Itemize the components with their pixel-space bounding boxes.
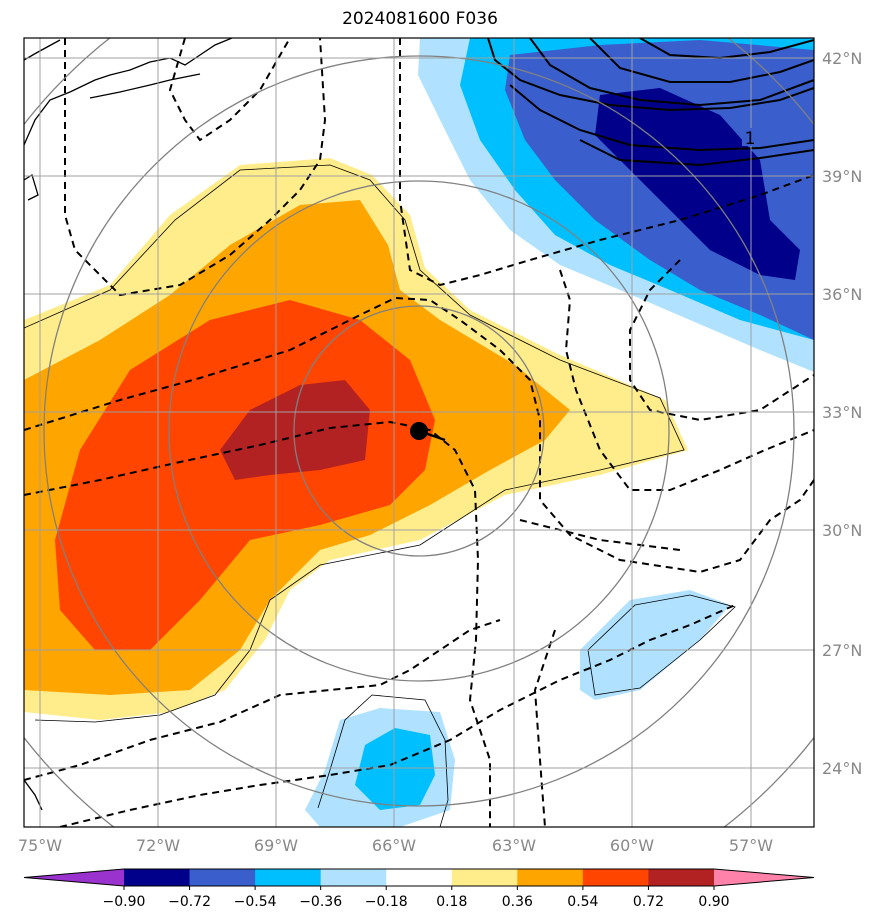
map-title: 2024081600 F036 (342, 9, 498, 29)
colorbar-segment (255, 869, 322, 886)
map-frame (23, 37, 815, 828)
lat-label: 27°N (822, 641, 862, 660)
colorbar-segment (386, 869, 453, 886)
thin-contour-cold (587, 594, 736, 696)
colorbar-segment (451, 869, 518, 886)
anomaly-fill-neg-0.36-c (355, 728, 435, 810)
colorbar-tick-label: −0.36 (299, 894, 342, 910)
thin-contour-warm (24, 164, 685, 723)
storm-center-marker (410, 422, 428, 440)
coastline (24, 38, 233, 811)
solid-contours (487, 38, 814, 167)
colorbar-tick-label: 0.18 (436, 894, 467, 910)
lon-label: 72°W (136, 836, 180, 855)
colorbar-segment (648, 869, 715, 886)
anomaly-fill-neg-0.18-b (580, 590, 730, 700)
lon-label: 75°W (18, 836, 62, 855)
colorbar: −0.90 −0.72 −0.54 −0.36 −0.18 0.18 0.36 0.54 0.7… (23, 868, 815, 910)
lat-label: 33°N (822, 403, 862, 422)
contour-label: 1 (745, 129, 756, 149)
colorbar-extend-low (24, 869, 124, 886)
lat-axis-labels: 42°N 39°N 36°N 33°N 30°N 27°N 24°N (822, 49, 862, 778)
lon-axis-labels: 75°W 72°W 69°W 66°W 63°W 60°W 57°W (18, 836, 773, 855)
graticule (24, 38, 814, 827)
colorbar-extend-high (714, 869, 814, 886)
colorbar-tick-label: −0.54 (234, 894, 277, 910)
colorbar-segment (124, 869, 191, 886)
colorbar-tick-label: 0.36 (502, 894, 533, 910)
colorbar-segment (582, 869, 649, 886)
lat-label: 42°N (822, 49, 862, 68)
lon-label: 66°W (372, 836, 416, 855)
colorbar-segment (320, 869, 387, 886)
anomaly-fill-neg-0.72 (595, 88, 800, 280)
lon-label: 60°W (610, 836, 654, 855)
colorbar-tick-label: 0.72 (633, 894, 664, 910)
colorbar-tick-label: −0.72 (168, 894, 211, 910)
anomaly-fill-0.72 (220, 380, 370, 480)
lat-label: 24°N (822, 759, 862, 778)
thin-contour-cold-b (317, 694, 449, 827)
colorbar-tick-label: 0.90 (698, 894, 729, 910)
colorbar-segment (517, 869, 584, 886)
lat-label: 36°N (822, 285, 862, 304)
colorbar-tick-label: −0.90 (103, 894, 146, 910)
lat-label: 30°N (822, 521, 862, 540)
lat-label: 39°N (822, 167, 862, 186)
colorbar-segment (189, 869, 256, 886)
lon-label: 69°W (254, 836, 298, 855)
colorbar-tick-label: −0.18 (365, 894, 408, 910)
lon-label: 63°W (492, 836, 536, 855)
lon-label: 57°W (729, 836, 773, 855)
colorbar-tick-label: 0.54 (567, 894, 598, 910)
